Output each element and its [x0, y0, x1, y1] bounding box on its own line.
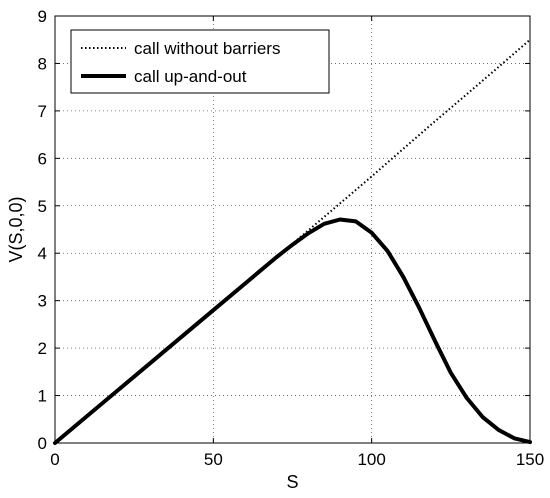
series-layer — [53, 38, 532, 445]
y-tick-label: 4 — [38, 244, 47, 263]
y-tick-label: 3 — [38, 292, 47, 311]
x-tick-label: 150 — [516, 450, 544, 469]
y-tick-label: 2 — [38, 339, 47, 358]
x-axis-label: S — [286, 472, 298, 492]
x-tick-label: 100 — [357, 450, 385, 469]
series-line-call-up-and-out — [53, 217, 532, 445]
y-tick-label: 6 — [38, 149, 47, 168]
plot-frame — [54, 15, 531, 444]
x-tick-label: 50 — [204, 450, 223, 469]
legend-label-call-without-barriers: call without barriers — [134, 39, 280, 58]
axis-ticks: 0 50 100 150 0 1 2 3 4 5 6 7 8 9 — [38, 7, 545, 469]
y-tick-label: 1 — [38, 387, 47, 406]
y-tick-label: 5 — [38, 197, 47, 216]
y-tick-label: 8 — [38, 54, 47, 73]
y-tick-label: 7 — [38, 102, 47, 121]
legend-box — [70, 29, 330, 94]
y-tick-label: 0 — [38, 434, 47, 453]
y-tick-label: 9 — [38, 7, 47, 26]
legend-label-call-up-and-out: call up-and-out — [134, 67, 247, 86]
y-axis-label: V(S,0,0) — [6, 196, 26, 262]
x-tick-label: 0 — [50, 450, 59, 469]
legend: call without barriers call up-and-out — [70, 29, 330, 94]
